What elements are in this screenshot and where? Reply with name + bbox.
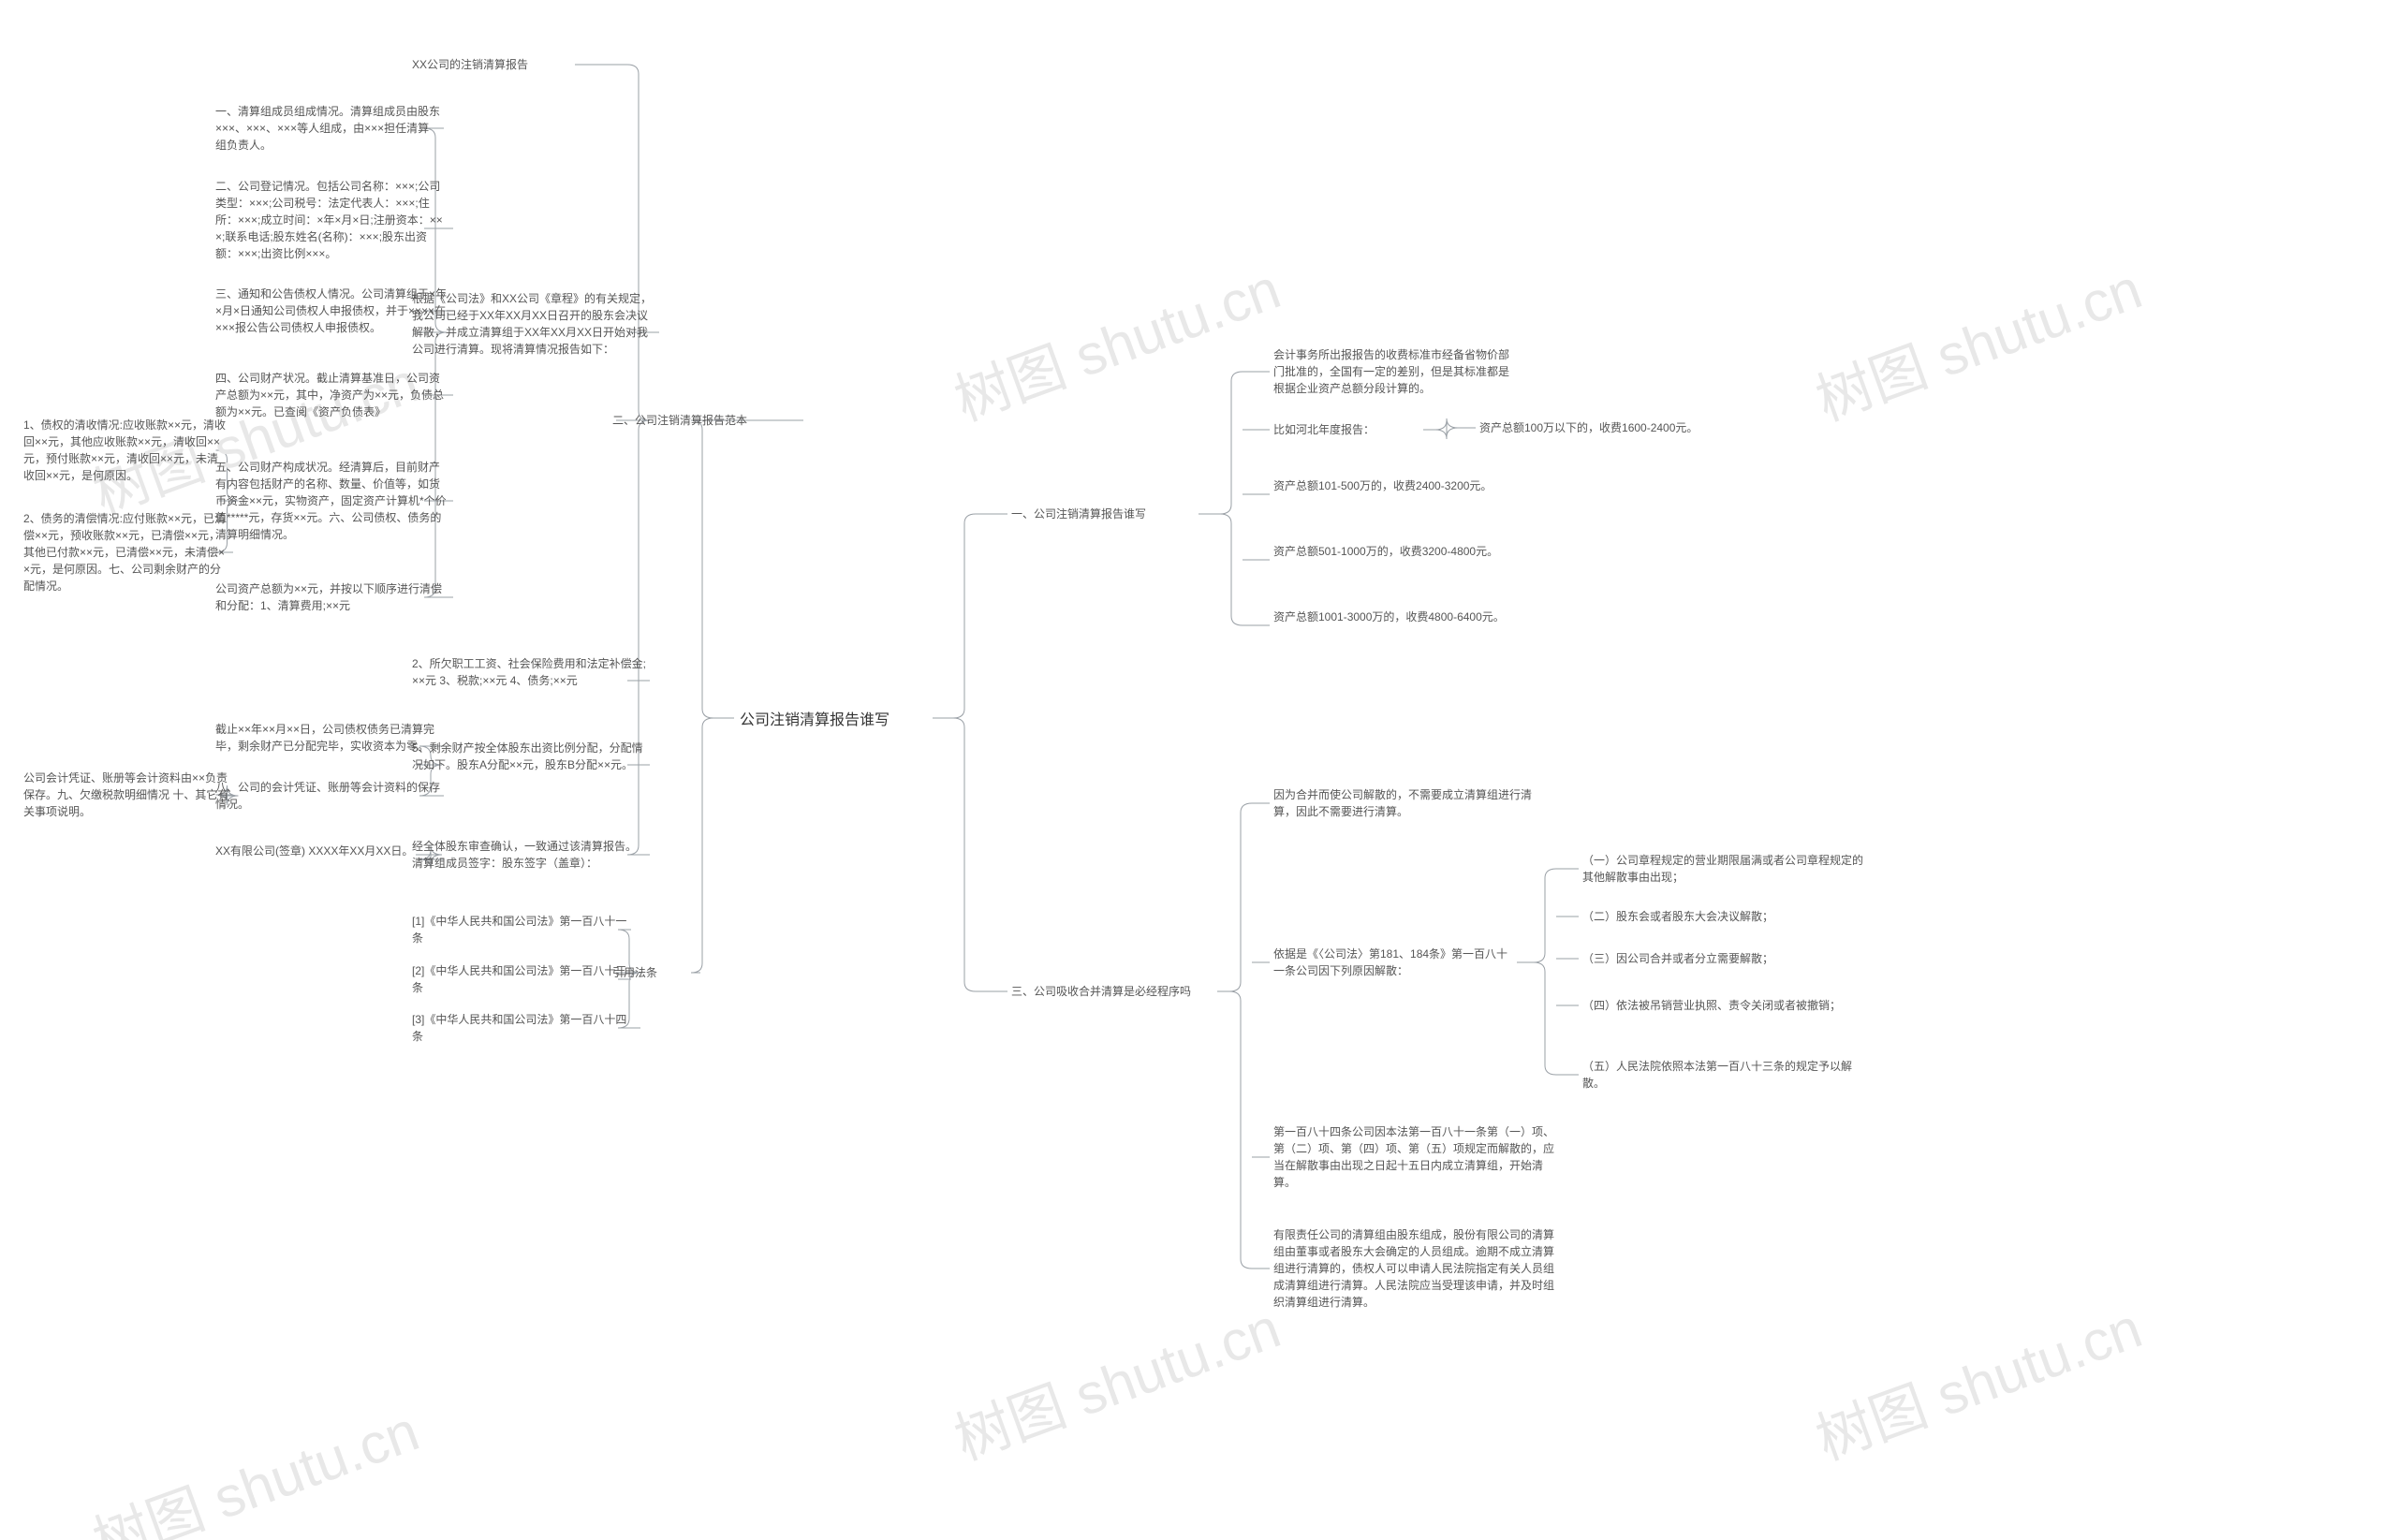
mindmap-node[interactable]: 资产总额501-1000万的，收费3200-4800元。 (1273, 543, 1536, 560)
mindmap-node[interactable]: （五）人民法院依照本法第一百八十三条的规定予以解散。 (1582, 1058, 1863, 1092)
mindmap-node[interactable]: 因为合并而使公司解散的，不需要成立清算组进行清算，因此不需要进行清算。 (1273, 786, 1536, 820)
mindmap-node[interactable]: 二、公司登记情况。包括公司名称：×××;公司类型：×××;公司税号：法定代表人：… (215, 178, 449, 262)
mindmap-node[interactable]: 依据是《〈公司法〉第181、184条》第一百八十一条公司因下列原因解散： (1273, 946, 1517, 979)
mindmap-node[interactable]: 资产总额100万以下的，收费1600-2400元。 (1479, 419, 1760, 436)
mindmap-node[interactable]: 一、清算组成员组成情况。清算组成员由股东×××、×××、×××等人组成，由×××… (215, 103, 440, 154)
mindmap-node[interactable]: 第一百八十四条公司因本法第一百八十一条第（一）项、第（二）项、第（四）项、第（五… (1273, 1123, 1554, 1191)
mindmap-node[interactable]: 二、公司注销清算报告范本 (612, 412, 800, 429)
mindmap-node[interactable]: 2、债务的清偿情况:应付账款××元，已清偿××元，预收账款××元，已清偿××元，… (23, 510, 229, 594)
mindmap-node[interactable]: 1、债权的清收情况:应收账款××元，清收回××元，其他应收账款××元，清收回××… (23, 417, 229, 484)
mindmap-node[interactable]: 经全体股东审查确认，一致通过该清算报告。清算组成员签字：股东签字（盖章）： (412, 838, 646, 872)
mindmap-node[interactable]: 2、所欠职工工资、社会保险费用和法定补偿金;××元 3、税款;××元 4、债务;… (412, 655, 646, 689)
mindmap-node[interactable]: 5、剩余财产按全体股东出资比例分配，分配情况如下。股东A分配××元，股东B分配×… (412, 740, 646, 773)
mindmap-node[interactable]: 比如河北年度报告： (1273, 421, 1423, 438)
mindmap-canvas: 树图 shutu.cn树图 shutu.cn树图 shutu.cn树图 shut… (0, 0, 2397, 1540)
mindmap-node[interactable]: 五、公司财产构成状况。经清算后，目前财产有内容包括财产的名称、数量、价值等，如货… (215, 459, 449, 543)
mindmap-node[interactable]: 资产总额1001-3000万的，收费4800-6400元。 (1273, 609, 1536, 625)
mindmap-node[interactable]: 公司注销清算报告谁写 (740, 710, 927, 732)
mindmap-node[interactable]: 公司资产总额为××元，并按以下顺序进行清偿和分配：1、清算费用;××元 (215, 580, 449, 614)
mindmap-node[interactable]: 一、公司注销清算报告谁写 (1011, 506, 1198, 522)
mindmap-node[interactable]: [1]《中华人民共和国公司法》第一百八十一条 (412, 913, 627, 946)
mindmap-node[interactable]: 会计事务所出报报告的收费标准市经备省物价部门批准的，全国有一定的差别，但是其标准… (1273, 346, 1517, 397)
mindmap-node[interactable]: 八、公司的会计凭证、账册等会计资料的保存情况。 (215, 779, 440, 813)
mindmap-node[interactable]: XX公司的注销清算报告 (412, 56, 571, 73)
mindmap-node[interactable]: XX有限公司(签章) XXXX年XX月XX日。 (215, 843, 440, 859)
mindmap-node[interactable]: （二）股东会或者股东大会决议解散； (1582, 908, 1863, 925)
mindmap-node[interactable]: （一）公司章程规定的营业期限届满或者公司章程规定的其他解散事由出现； (1582, 852, 1863, 886)
mindmap-node[interactable]: [2]《中华人民共和国公司法》第一百八十三条 (412, 962, 627, 996)
mindmap-node[interactable]: （三）因公司合并或者分立需要解散； (1582, 950, 1863, 967)
mindmap-node[interactable]: 公司会计凭证、账册等会计资料由××负责保存。九、欠缴税款明细情况 十、其它有关事… (23, 770, 229, 820)
mindmap-node[interactable]: 三、通知和公告债权人情况。公司清算组于×年×月×日通知公司债权人申报债权，并于×… (215, 286, 449, 336)
mindmap-node[interactable]: 四、公司财产状况。截止清算基准日，公司资产总额为××元，其中，净资产为××元，负… (215, 370, 449, 420)
mindmap-node[interactable]: 资产总额101-500万的，收费2400-3200元。 (1273, 477, 1536, 494)
mindmap-node[interactable]: 截止××年××月××日，公司债权债务已清算完毕，剩余财产已分配完毕，实收资本为零… (215, 721, 440, 755)
mindmap-node[interactable]: 三、公司吸收合并清算是必经程序吗 (1011, 983, 1217, 1000)
mindmap-node[interactable]: [3]《中华人民共和国公司法》第一百八十四条 (412, 1011, 637, 1045)
mindmap-node[interactable]: （四）依法被吊销营业执照、责令关闭或者被撤销； (1582, 997, 1863, 1014)
mindmap-node[interactable]: 有限责任公司的清算组由股东组成，股份有限公司的清算组由董事或者股东大会确定的人员… (1273, 1226, 1554, 1311)
